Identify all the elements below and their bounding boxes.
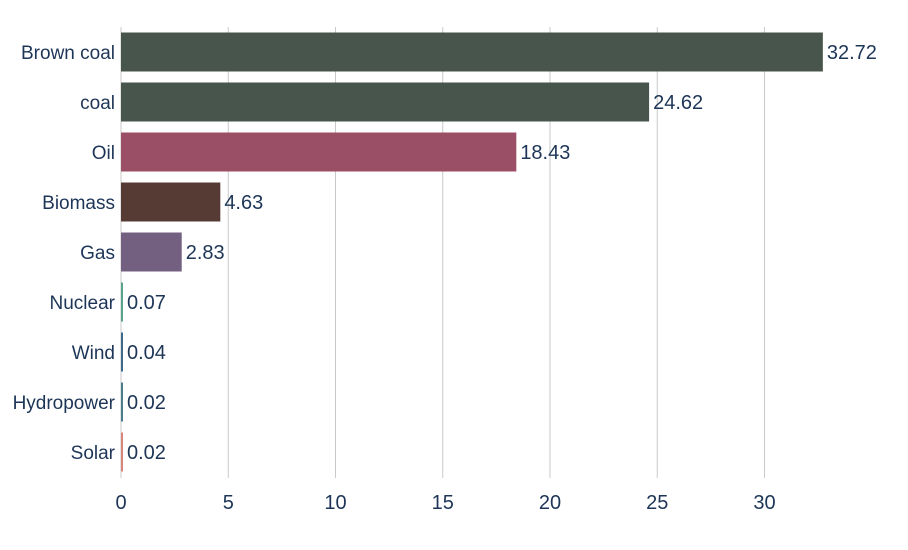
category-label-oil: Oil bbox=[92, 143, 115, 164]
bar-coal bbox=[121, 82, 650, 122]
x-tick-label-5: 5 bbox=[223, 492, 234, 514]
category-label-solar: Solar bbox=[71, 443, 116, 464]
value-label-oil: 18.43 bbox=[520, 142, 570, 164]
x-tick-label-20: 20 bbox=[539, 492, 561, 514]
category-labels: Brown coal coal Oil Biomass Gas Nuclear Wind Hy… bbox=[13, 43, 116, 464]
category-label-hydropower: Hydropower bbox=[13, 393, 116, 414]
bar-nuclear bbox=[121, 282, 123, 322]
value-label-solar: 0.02 bbox=[127, 442, 166, 464]
value-label-biomass: 4.63 bbox=[224, 192, 263, 214]
value-label-gas: 2.83 bbox=[186, 242, 225, 264]
x-tick-label-15: 15 bbox=[432, 492, 454, 514]
x-tick-label-10: 10 bbox=[324, 492, 346, 514]
bar-oil bbox=[121, 132, 517, 172]
category-label-brown-coal: Brown coal bbox=[21, 43, 115, 64]
value-label-wind: 0.04 bbox=[127, 342, 166, 364]
category-label-wind: Wind bbox=[72, 343, 115, 364]
bar-wind bbox=[121, 332, 123, 372]
bar-brown-coal bbox=[121, 32, 823, 72]
bar-hydropower bbox=[121, 382, 123, 422]
value-label-brown-coal: 32.72 bbox=[827, 42, 877, 64]
value-label-nuclear: 0.07 bbox=[127, 292, 166, 314]
x-tick-label-30: 30 bbox=[753, 492, 775, 514]
bar-gas bbox=[121, 232, 182, 272]
x-tick-label-25: 25 bbox=[646, 492, 668, 514]
bar-solar bbox=[121, 432, 123, 472]
category-label-coal: coal bbox=[80, 93, 115, 114]
x-tick-label-0: 0 bbox=[115, 492, 126, 514]
value-label-hydropower: 0.02 bbox=[127, 392, 166, 414]
category-label-gas: Gas bbox=[80, 243, 115, 264]
bar-biomass bbox=[121, 182, 221, 222]
bars bbox=[121, 32, 823, 472]
category-label-nuclear: Nuclear bbox=[50, 293, 116, 314]
x-axis-tick-labels: 0 5 10 15 20 25 30 bbox=[115, 492, 775, 514]
value-label-coal: 24.62 bbox=[653, 92, 703, 114]
category-label-biomass: Biomass bbox=[42, 193, 115, 214]
value-labels: 32.72 24.62 18.43 4.63 2.83 0.07 0.04 0.02 0.02 bbox=[127, 42, 877, 464]
